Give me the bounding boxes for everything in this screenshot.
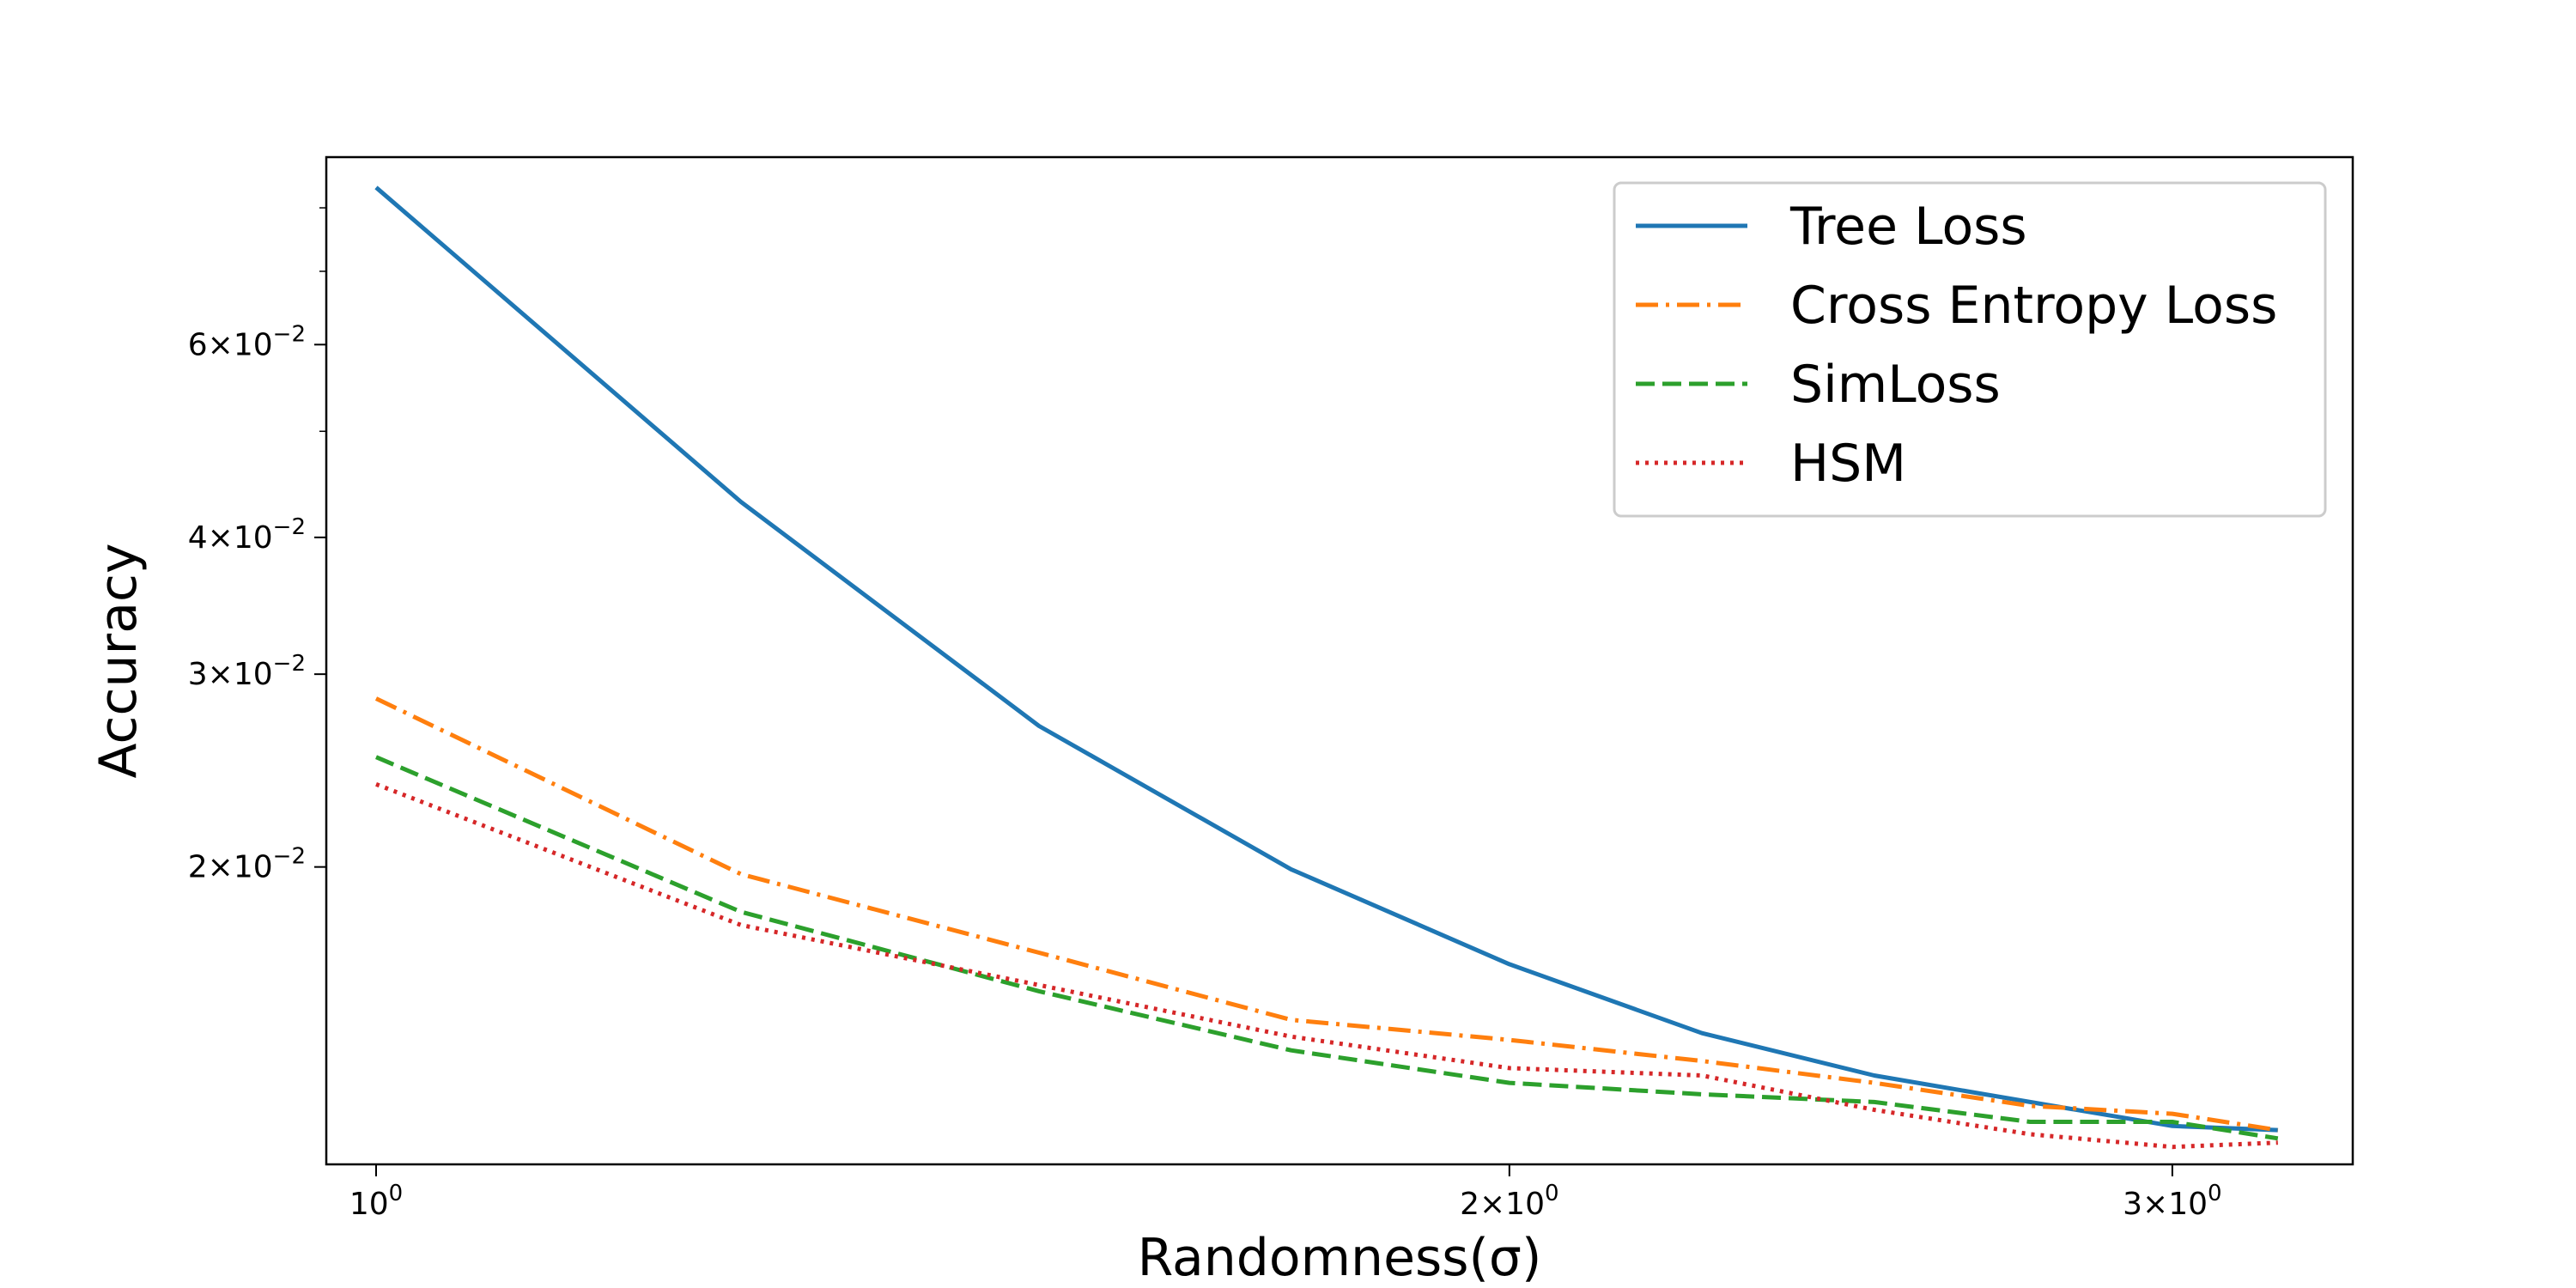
legend-label: Tree Loss — [1789, 197, 2027, 257]
y-tick-label: 2×10−2 — [188, 844, 306, 885]
x-tick-label: 100 — [349, 1181, 403, 1222]
y-tick-label: 4×10−2 — [188, 514, 306, 556]
x-tick-label: 2×100 — [1460, 1181, 1558, 1222]
y-axis: 2×10−2 3×10−2 4×10−2 6×10−2 — [188, 207, 326, 885]
y-axis-title: Accuracy — [88, 544, 149, 779]
y-tick-label: 3×10−2 — [188, 651, 306, 692]
series-line-simloss — [375, 755, 2279, 1141]
x-tick-label: 3×100 — [2123, 1181, 2221, 1222]
legend-label: SimLoss — [1790, 355, 2001, 415]
legend-box — [1613, 181, 2327, 518]
plot-frame — [325, 155, 2354, 1166]
series-line-hsm — [375, 781, 2278, 1150]
series-line-cross-entropy-loss — [374, 696, 2279, 1133]
x-axis-title: Randomness(σ) — [1138, 1228, 1542, 1288]
series-lines — [374, 185, 2279, 1150]
series-line-tree-loss — [374, 185, 2278, 1133]
legend-label: Cross Entropy Loss — [1790, 276, 2277, 336]
y-tick-label: 6×10−2 — [188, 321, 306, 362]
legend-label: HSM — [1790, 434, 1906, 494]
legend: Tree Loss Cross Entropy Loss SimLoss HSM — [1613, 181, 2327, 518]
x-axis: 100 2×100 3×100 — [349, 1164, 2222, 1222]
